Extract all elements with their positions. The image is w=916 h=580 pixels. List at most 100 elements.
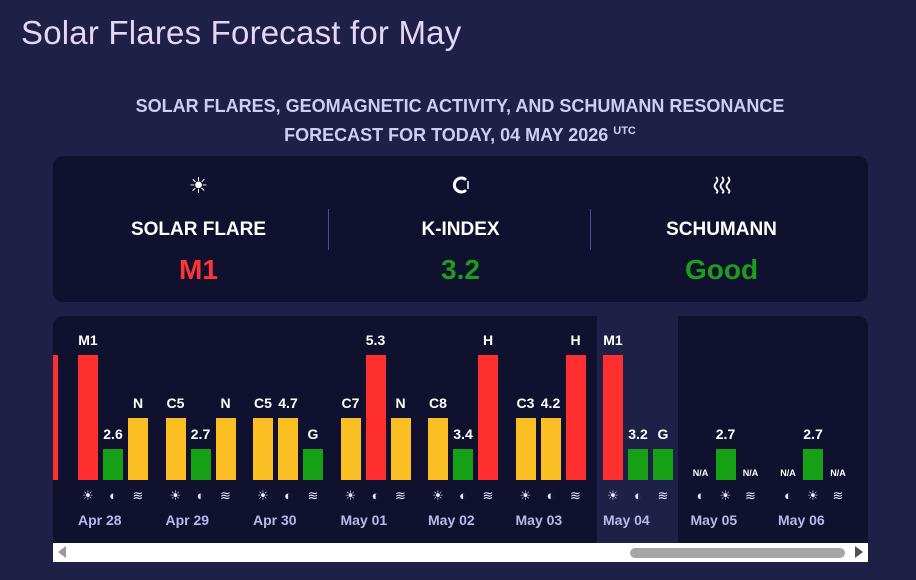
subtitle-line-2: FORECAST FOR TODAY, 04 MAY 2026 xyxy=(284,125,609,145)
bar-schumann xyxy=(128,418,148,480)
bar-k-index xyxy=(365,355,386,480)
bar-value-label: N/A xyxy=(742,468,759,478)
forecast-bar-chart[interactable]: H M1 2.6 N ☀ ◐ ≋ Apr 28 C5 2.7 N ☀ ◐ ≋ Apr 29 C5 4.7 G ☀ ◐ ≋… xyxy=(53,316,868,543)
magnet-icon: ◐ xyxy=(634,488,642,503)
day-label: Apr 30 xyxy=(253,512,297,528)
bar-value-label: C3 xyxy=(516,395,535,411)
bar-solar-flare xyxy=(603,355,623,480)
bar-value-label: C5 xyxy=(254,395,272,411)
bar-schumann xyxy=(478,355,498,480)
magnet-icon: ◐ xyxy=(284,488,292,503)
bar-value-label: 2.7 xyxy=(803,426,823,442)
magnet-icon: ◐ xyxy=(696,488,705,503)
waves-icon: ≋ xyxy=(745,488,756,503)
magnet-icon: ◐ xyxy=(371,488,380,503)
bar-schumann xyxy=(215,418,236,480)
sun-icon: ☀ xyxy=(344,488,357,503)
k-index-label: K-INDEX xyxy=(421,219,500,240)
bar-k-index xyxy=(628,449,648,480)
bar-value-label: M1 xyxy=(78,332,98,348)
bar-value-label: 2.6 xyxy=(103,426,123,442)
waves-icon xyxy=(586,174,857,201)
scroll-thumb[interactable] xyxy=(630,548,845,558)
bar-value-label: N xyxy=(395,395,406,411)
today-summary-panel: ☀ SOLAR FLARE M1 K-INDEX 3.2 SCHUMANN Go… xyxy=(53,156,868,302)
bar-value-label: N/A xyxy=(830,468,846,478)
waves-icon: ≋ xyxy=(220,488,231,503)
magnet-icon: ◐ xyxy=(459,488,467,503)
day-label: Apr 29 xyxy=(165,512,210,528)
bar-value-label: C5 xyxy=(166,395,185,411)
day-label: May 06 xyxy=(778,512,825,528)
magnet-icon xyxy=(325,174,596,201)
bar-value-label: 2.7 xyxy=(190,426,211,442)
waves-icon: ≋ xyxy=(482,488,494,503)
summary-schumann: SCHUMANN Good xyxy=(586,156,857,302)
solar-flare-value: M1 xyxy=(179,254,218,285)
bar-solar-flare xyxy=(253,418,273,480)
bar-k-index xyxy=(803,449,823,480)
bar-value-label: 2.7 xyxy=(715,426,736,442)
solar-flare-label: SOLAR FLARE xyxy=(130,219,267,240)
summary-k-index: K-INDEX 3.2 xyxy=(325,156,596,302)
sun-icon: ☀ xyxy=(519,488,532,503)
bar-value-label: G xyxy=(307,426,319,442)
bar-value-label: C7 xyxy=(341,395,360,411)
scroll-right-arrow-icon[interactable] xyxy=(855,546,863,558)
bar-value-label: C8 xyxy=(429,395,447,411)
magnet-icon: ◐ xyxy=(784,488,792,503)
day-label: May 04 xyxy=(603,512,650,528)
sun-icon: ☀ xyxy=(188,173,209,198)
bar-solar-flare xyxy=(340,418,361,480)
magnet-icon: ◐ xyxy=(196,488,205,503)
bar-schumann-partial xyxy=(53,355,58,480)
bar-k-index xyxy=(103,449,123,480)
bar-k-index xyxy=(190,449,211,480)
day-label: May 02 xyxy=(428,512,475,528)
bar-schumann xyxy=(390,418,411,480)
bar-schumann xyxy=(565,355,586,480)
forecast-subtitle: SOLAR FLARES, GEOMAGNETIC ACTIVITY, AND … xyxy=(60,94,860,148)
waves-icon: ≋ xyxy=(832,488,844,503)
page-title: Solar Flares Forecast for May xyxy=(21,14,462,51)
sun-icon: ☀ xyxy=(257,488,269,503)
waves-icon: ≋ xyxy=(395,488,406,503)
bar-k-index xyxy=(453,449,473,480)
bar-value-label: N xyxy=(132,395,144,411)
day-label: Apr 28 xyxy=(78,512,122,528)
horizontal-scrollbar[interactable] xyxy=(53,543,868,562)
summary-solar-flare: ☀ SOLAR FLARE M1 xyxy=(63,156,334,302)
scroll-left-arrow-icon[interactable] xyxy=(58,546,66,558)
bar-value-label: 4.7 xyxy=(278,395,298,411)
waves-icon: ≋ xyxy=(570,488,581,503)
bar-solar-flare xyxy=(78,355,98,480)
utc-label: UTC xyxy=(613,125,636,137)
day-label: May 05 xyxy=(690,512,738,528)
bar-k-index xyxy=(278,418,298,480)
bar-solar-flare xyxy=(515,418,536,480)
magnet-icon: ◐ xyxy=(546,488,555,503)
waves-icon: ≋ xyxy=(307,488,319,503)
day-label: May 03 xyxy=(515,512,563,528)
bar-value-label: H xyxy=(570,332,581,348)
bar-k-index xyxy=(540,418,561,480)
bar-value-label: N/A xyxy=(692,468,709,478)
bar-value-label: 5.3 xyxy=(365,332,386,348)
schumann-value: Good xyxy=(684,254,759,285)
bar-schumann xyxy=(653,449,673,480)
divider xyxy=(590,209,591,250)
schumann-label: SCHUMANN xyxy=(666,219,777,240)
subtitle-line-1: SOLAR FLARES, GEOMAGNETIC ACTIVITY, AND … xyxy=(135,96,785,116)
bar-value-label: N xyxy=(220,395,231,411)
divider xyxy=(328,209,329,250)
day-label: May 01 xyxy=(340,512,388,528)
k-index-value: 3.2 xyxy=(441,254,480,285)
bar-solar-flare xyxy=(165,418,186,480)
sun-icon: ☀ xyxy=(169,488,182,503)
waves-icon: ≋ xyxy=(53,489,58,503)
sun-icon: ☀ xyxy=(432,488,444,503)
sun-icon: ☀ xyxy=(82,488,94,503)
bar-value-label: H xyxy=(482,332,494,348)
waves-icon: ≋ xyxy=(657,488,669,503)
bar-schumann xyxy=(303,449,323,480)
